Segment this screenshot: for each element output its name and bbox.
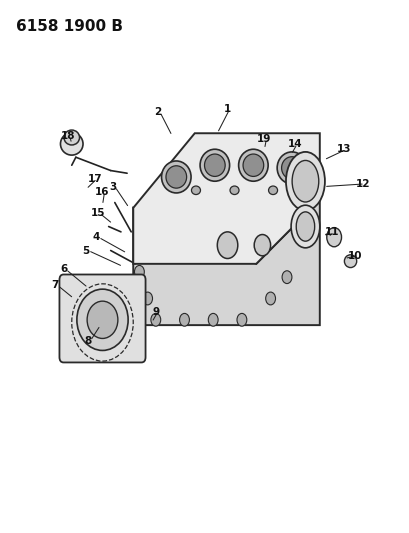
Text: 15: 15 (90, 208, 105, 218)
Ellipse shape (61, 133, 83, 155)
Text: 1: 1 (223, 104, 231, 114)
Text: 5: 5 (82, 246, 90, 255)
Ellipse shape (161, 161, 191, 193)
Ellipse shape (276, 152, 306, 184)
Ellipse shape (229, 186, 238, 195)
Ellipse shape (290, 205, 319, 248)
Circle shape (208, 313, 218, 326)
Ellipse shape (344, 255, 356, 268)
FancyBboxPatch shape (59, 274, 145, 362)
Text: 12: 12 (355, 179, 369, 189)
Text: 13: 13 (336, 144, 351, 154)
Text: 4: 4 (92, 232, 100, 242)
Polygon shape (133, 200, 319, 325)
Ellipse shape (87, 301, 118, 338)
Circle shape (326, 228, 341, 247)
Ellipse shape (295, 212, 314, 241)
Ellipse shape (238, 149, 267, 181)
Text: 9: 9 (152, 307, 159, 317)
Circle shape (151, 313, 160, 326)
Ellipse shape (200, 149, 229, 181)
Text: 8: 8 (84, 336, 92, 346)
Ellipse shape (204, 154, 225, 176)
Ellipse shape (281, 157, 301, 179)
Circle shape (236, 313, 246, 326)
Text: 3: 3 (109, 182, 116, 191)
Text: 14: 14 (287, 139, 302, 149)
Circle shape (179, 313, 189, 326)
Text: 18: 18 (60, 131, 75, 141)
Text: 10: 10 (346, 251, 361, 261)
Ellipse shape (243, 154, 263, 176)
Circle shape (134, 265, 144, 278)
Ellipse shape (191, 186, 200, 195)
Polygon shape (133, 133, 319, 264)
Circle shape (281, 271, 291, 284)
Text: 17: 17 (88, 174, 102, 183)
Text: 7: 7 (52, 280, 59, 290)
Circle shape (254, 235, 270, 256)
Circle shape (142, 292, 152, 305)
Text: 2: 2 (154, 107, 161, 117)
Ellipse shape (268, 186, 277, 195)
Ellipse shape (77, 289, 128, 351)
Ellipse shape (285, 152, 324, 211)
Text: 16: 16 (95, 187, 110, 197)
Text: 6158 1900 B: 6158 1900 B (16, 19, 123, 34)
Text: 19: 19 (256, 134, 271, 143)
Ellipse shape (291, 160, 318, 202)
Circle shape (265, 292, 275, 305)
Text: 11: 11 (324, 227, 339, 237)
Circle shape (217, 232, 237, 259)
Ellipse shape (166, 166, 186, 188)
Text: 6: 6 (60, 264, 67, 274)
Ellipse shape (64, 130, 79, 145)
